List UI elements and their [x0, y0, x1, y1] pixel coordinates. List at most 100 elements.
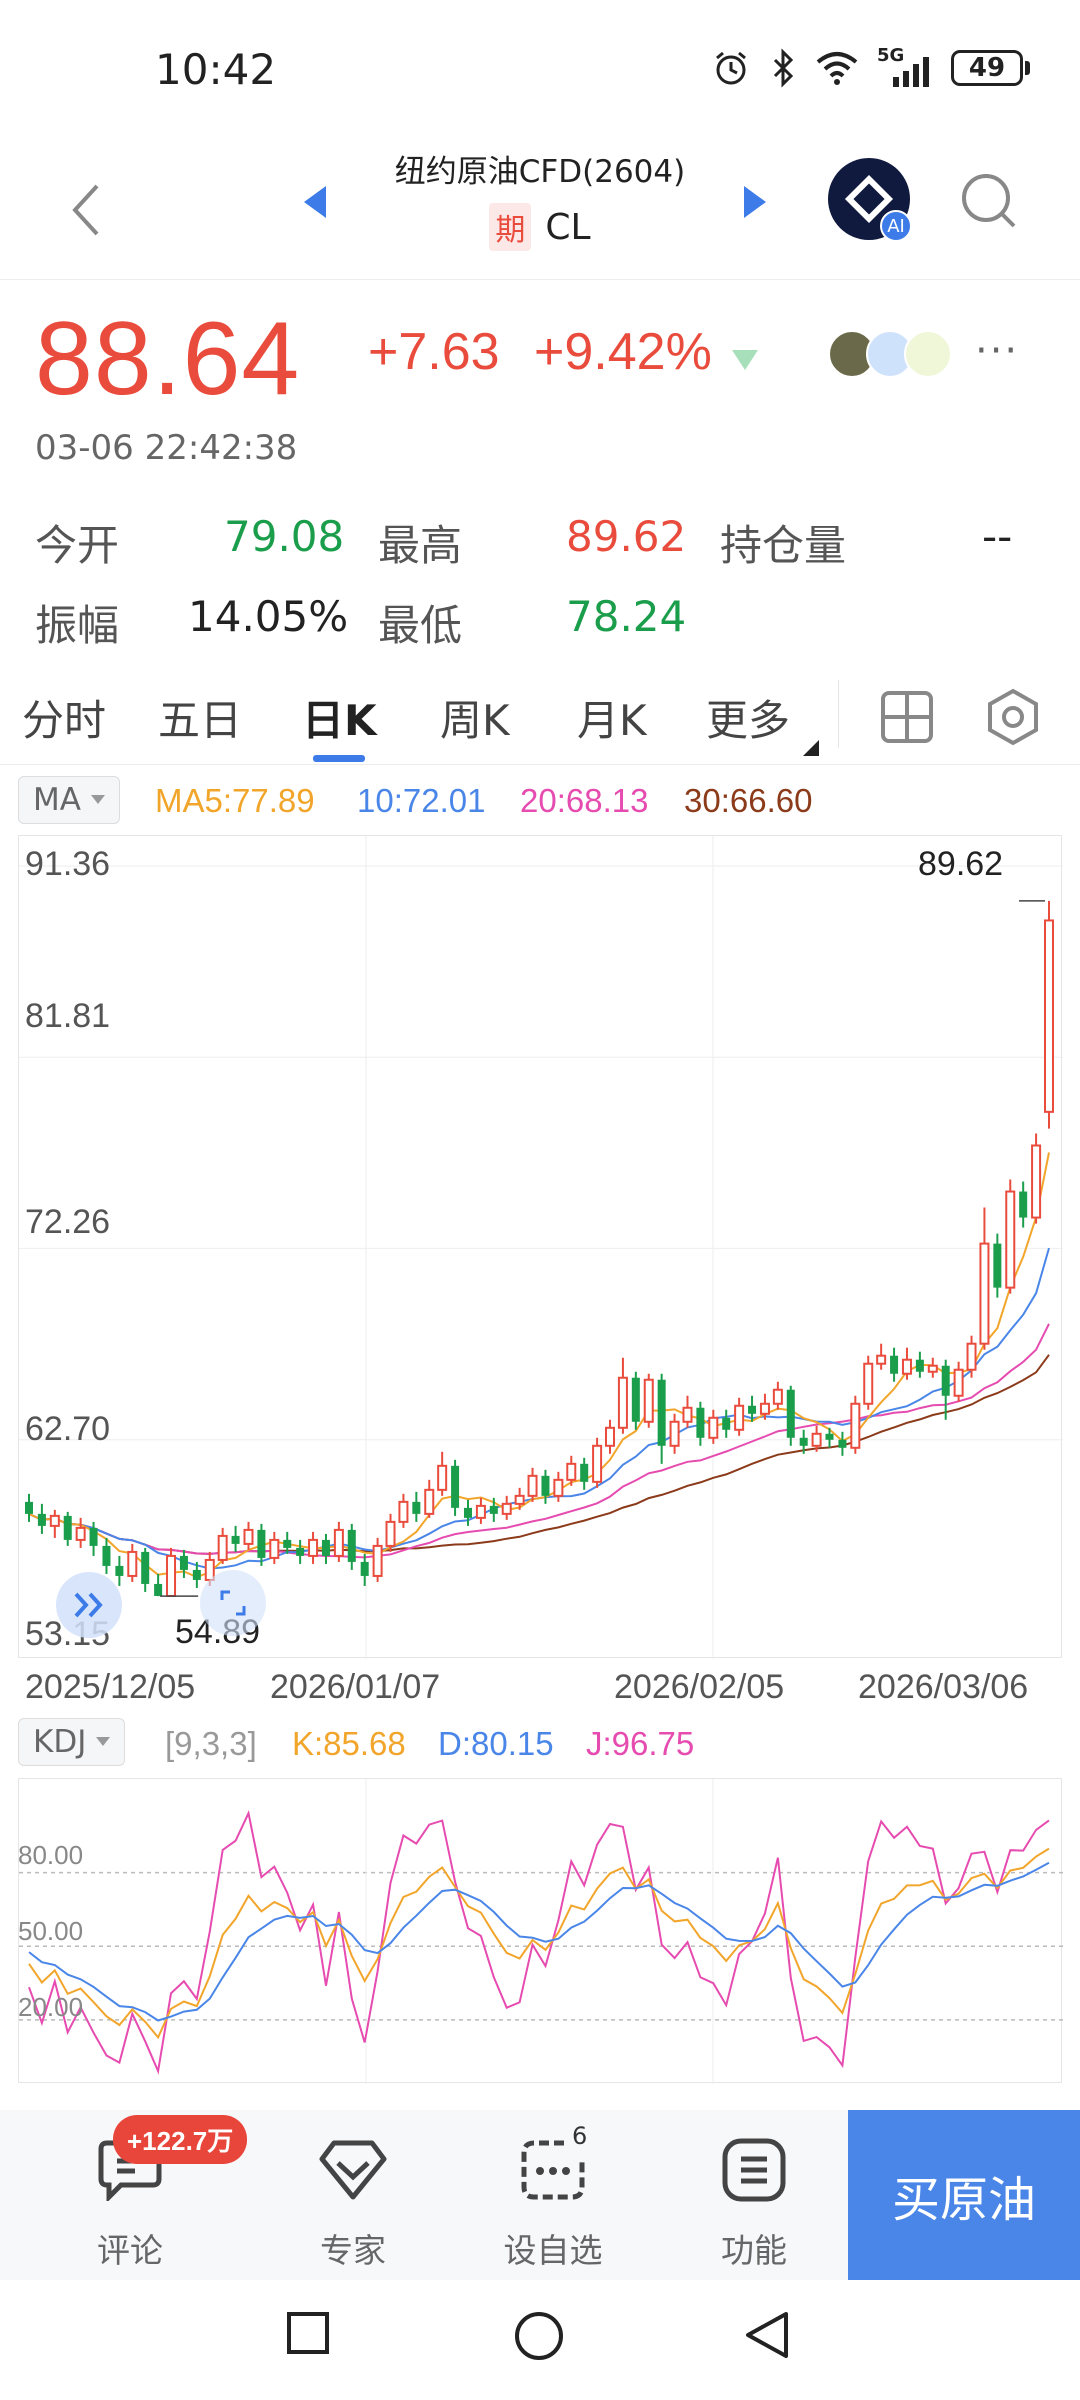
discussion-avatars[interactable] — [828, 330, 952, 378]
candle-body — [890, 1355, 899, 1374]
buy-button[interactable]: 买原油 — [848, 2110, 1080, 2280]
candle — [437, 1451, 448, 1496]
candle-body — [953, 1368, 964, 1397]
network-type: 5G — [877, 45, 905, 66]
circle-icon — [515, 2312, 563, 2360]
caret-down-icon — [90, 795, 105, 804]
kdj-axis-label: 50.00 — [18, 1916, 84, 1946]
kdj-params: [9,3,3] — [165, 1725, 257, 1762]
add-watchlist-button[interactable]: 设自选 — [483, 2130, 623, 2272]
back-button[interactable] — [55, 170, 115, 250]
tab-more[interactable]: 更多 — [706, 696, 791, 745]
next-instrument-button[interactable] — [740, 182, 770, 226]
candle — [850, 1395, 861, 1454]
candle — [748, 1395, 757, 1422]
active-tab-indicator — [313, 755, 365, 762]
tab-five-day[interactable]: 五日 — [158, 696, 243, 745]
candle-body — [463, 1507, 472, 1518]
back-nav-button[interactable] — [742, 2310, 790, 2364]
candle-body — [179, 1555, 188, 1570]
candle-body — [231, 1535, 240, 1544]
ai-assistant-button[interactable]: AI — [828, 158, 912, 242]
candle-body — [825, 1433, 834, 1440]
candle-body — [901, 1358, 912, 1375]
expand-sidebar-button[interactable] — [56, 1572, 122, 1638]
y-axis-label: 91.36 — [25, 845, 111, 883]
candle — [24, 1493, 34, 1522]
kdj-axis-label: 80.00 — [18, 1840, 84, 1870]
candle — [424, 1479, 435, 1518]
tab-monthly-k[interactable]: 月K — [577, 696, 647, 745]
main-indicator-select[interactable]: MA — [18, 776, 120, 824]
candle-body — [115, 1565, 124, 1576]
low-label: 最低 — [378, 601, 463, 650]
functions-button[interactable]: 功能 — [684, 2130, 824, 2272]
tab-daily-k[interactable]: 日K — [302, 696, 377, 745]
candle-body — [514, 1494, 525, 1505]
kdj-chart[interactable] — [18, 1778, 1063, 2084]
triangle-right-icon — [744, 186, 766, 218]
tab-weekly-k[interactable]: 周K — [440, 696, 510, 745]
candle — [527, 1467, 538, 1502]
candle-body — [385, 1520, 396, 1547]
candlestick-chart[interactable] — [18, 835, 1063, 1659]
candle — [696, 1401, 705, 1446]
x-axis-label: 2026/02/05 — [614, 1668, 785, 1706]
sub-indicator-select[interactable]: KDJ — [18, 1718, 126, 1766]
candle-body — [141, 1551, 150, 1584]
more-options-button[interactable]: ··· — [975, 328, 1020, 374]
candle-body — [257, 1529, 266, 1558]
open-interest-value: -- — [982, 512, 1013, 561]
search-button[interactable] — [958, 170, 1022, 238]
corner-triangle-icon — [803, 740, 819, 756]
expand-icon — [220, 1590, 246, 1616]
ma20-line — [28, 1323, 1050, 1559]
candle-body — [708, 1416, 719, 1439]
amplitude-label: 振幅 — [35, 601, 120, 650]
candle-body — [553, 1478, 564, 1497]
candle — [412, 1491, 421, 1522]
candle — [966, 1335, 977, 1378]
candle — [592, 1437, 603, 1488]
status-icons: 5G 49 — [711, 45, 1030, 88]
candle — [863, 1355, 874, 1410]
kdj-axis-label: 20.00 — [18, 1992, 84, 2022]
candle — [927, 1357, 938, 1378]
candle-body — [811, 1432, 822, 1447]
recents-button[interactable] — [285, 2310, 331, 2360]
kdj-j-line — [28, 1810, 1050, 2075]
candle — [475, 1497, 486, 1524]
candle-body — [734, 1404, 745, 1431]
low-value: 78.24 — [566, 592, 687, 641]
chart-settings-button[interactable] — [985, 688, 1041, 750]
home-button[interactable] — [513, 2310, 565, 2366]
candle — [257, 1523, 266, 1566]
candle-body — [876, 1354, 887, 1365]
prev-instrument-button[interactable] — [300, 182, 330, 226]
candle — [372, 1537, 383, 1582]
candle — [953, 1361, 964, 1402]
avatar — [904, 330, 952, 378]
fullscreen-button[interactable] — [200, 1570, 266, 1636]
expert-button[interactable]: 专家 — [283, 2130, 423, 2272]
candle-body — [850, 1402, 861, 1449]
candle — [489, 1497, 498, 1522]
candle — [269, 1531, 280, 1564]
candle — [321, 1533, 330, 1564]
candle — [838, 1431, 847, 1456]
amplitude-value: 14.05% — [188, 592, 349, 641]
kdj-plot — [19, 1779, 1063, 2084]
open-value: 79.08 — [224, 512, 345, 561]
tab-intraday[interactable]: 分时 — [22, 696, 107, 745]
candle-body — [979, 1242, 990, 1345]
layout-button[interactable] — [880, 690, 934, 748]
comment-label: 评论 — [97, 2231, 163, 2270]
candle-body — [527, 1474, 538, 1497]
candle — [941, 1359, 950, 1420]
candle — [566, 1455, 577, 1486]
high-label: 最高 — [378, 521, 463, 570]
candle — [631, 1371, 640, 1430]
kdj-d-value: D:80.15 — [438, 1725, 554, 1762]
status-time: 10:42 — [155, 45, 277, 94]
high-value: 89.62 — [566, 512, 687, 561]
